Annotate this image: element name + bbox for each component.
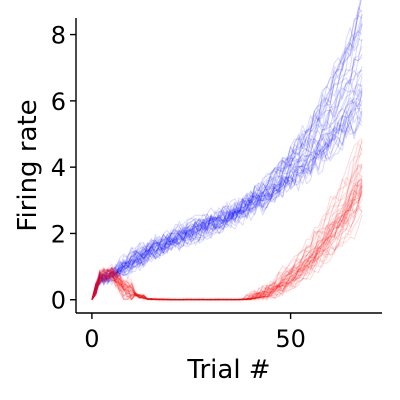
blue-trace — [91, 13, 363, 300]
red-trace — [91, 142, 363, 301]
red-trace — [91, 191, 363, 301]
red-trace — [91, 214, 363, 301]
blue-trace — [91, 107, 363, 300]
red-trace — [91, 205, 363, 301]
red-trace — [91, 178, 363, 301]
blue-trace — [91, 53, 363, 300]
blue-trace — [91, 98, 363, 300]
blue-trace — [91, 83, 363, 300]
blue-trace — [91, 9, 363, 300]
red-trace — [91, 163, 363, 301]
red-trace — [91, 183, 363, 301]
y-tick-label: 8 — [51, 22, 66, 50]
red-trace — [91, 164, 363, 301]
y-tick-label: 2 — [51, 220, 66, 248]
blue-trace — [91, 111, 363, 300]
blue-trace — [91, 69, 363, 300]
red-trace — [91, 189, 363, 301]
blue-trace — [91, 23, 363, 300]
red-trace — [91, 181, 363, 301]
y-tick-label: 6 — [51, 88, 66, 116]
blue-trace — [91, 65, 363, 301]
red-trace — [91, 138, 363, 301]
red-trace — [91, 177, 363, 301]
blue-trace — [91, 105, 363, 300]
y-axis-label: Firing rate — [13, 99, 43, 231]
blue-trace — [91, 75, 363, 300]
red-trace — [91, 208, 363, 301]
blue-trace — [91, 38, 363, 300]
red-trace — [91, 192, 363, 301]
red-trace — [91, 190, 363, 301]
blue-trace — [91, 73, 363, 300]
red-trace — [91, 164, 363, 301]
red-trace — [91, 180, 363, 301]
red-trace — [91, 179, 363, 301]
y-ticks: 0 2 4 6 8 — [51, 22, 76, 315]
red-trace — [91, 186, 363, 301]
red-trace — [91, 184, 363, 301]
axes: 0 50 0 2 4 6 8 — [51, 18, 382, 353]
blue-trace — [91, 45, 363, 300]
blue-trace — [91, 24, 363, 300]
blue-trace — [91, 102, 363, 300]
blue-trace — [91, 14, 363, 300]
red-trace — [91, 194, 363, 301]
red-trace — [91, 172, 363, 301]
red-trace — [91, 186, 363, 301]
blue-trace — [91, 116, 363, 300]
red-trace — [91, 185, 363, 301]
blue-trace — [91, 56, 363, 300]
red-trace — [91, 152, 363, 301]
red-trace — [91, 184, 363, 301]
blue-trace — [91, 30, 363, 300]
blue-trace — [91, 38, 363, 300]
blue-trace — [91, 0, 362, 300]
x-tick-label: 50 — [275, 325, 306, 353]
red-trace — [91, 193, 363, 301]
red-trace — [91, 139, 363, 301]
red-trace — [91, 146, 363, 301]
blue-trace — [91, 14, 363, 300]
x-axis-label: Trial # — [186, 355, 270, 385]
blue-trace — [91, 98, 363, 300]
red-trace — [91, 175, 363, 301]
x-tick-label: 0 — [84, 325, 99, 353]
blue-trace — [91, 0, 361, 300]
blue-trace — [91, 84, 363, 300]
red-trace — [91, 164, 363, 301]
red-trace — [91, 140, 363, 301]
blue-trace — [91, 69, 363, 300]
blue-trace — [91, 114, 363, 300]
red-trace — [91, 166, 363, 301]
blue-trace — [91, 93, 363, 300]
blue-trace — [91, 90, 363, 301]
blue-trace — [91, 21, 363, 301]
blue-trace — [91, 101, 363, 300]
y-tick-label: 0 — [51, 287, 66, 315]
red-trace — [91, 198, 363, 301]
blue-trace — [91, 121, 363, 300]
blue-trace — [91, 90, 363, 300]
blue-trace — [91, 86, 363, 301]
blue-trace — [91, 0, 362, 300]
x-ticks: 0 50 — [84, 313, 306, 353]
red-trace — [91, 205, 363, 301]
red-trace — [91, 178, 363, 301]
red-trace — [91, 182, 363, 301]
blue-trace — [91, 87, 363, 300]
blue-trace — [91, 88, 363, 300]
traces-layer — [91, 0, 363, 301]
red-trace — [91, 179, 363, 301]
red-trace — [91, 185, 363, 301]
y-tick-label: 4 — [51, 154, 66, 182]
red-trace — [91, 210, 363, 301]
blue-trace — [91, 6, 363, 300]
